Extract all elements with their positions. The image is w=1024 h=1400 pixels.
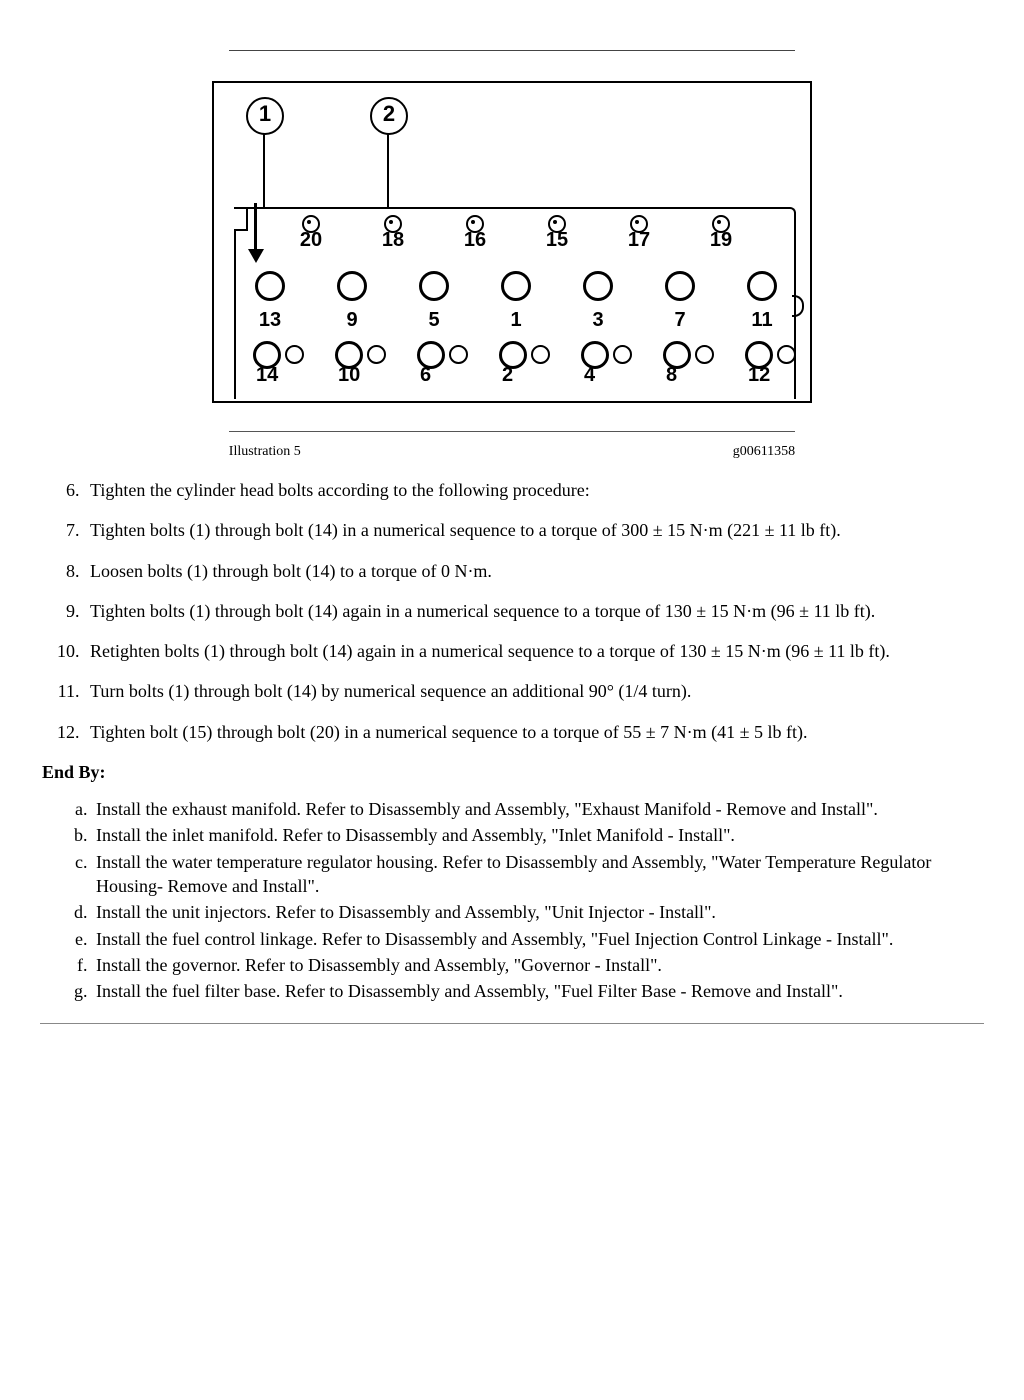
- mid-bolt-11: 11: [742, 271, 782, 332]
- procedure-steps: Tighten the cylinder head bolts accordin…: [40, 478, 984, 744]
- bolt-label: 14: [256, 367, 306, 383]
- large-bolt-icon: [747, 271, 777, 301]
- callout-circle-2: 2: [370, 97, 408, 135]
- end-by-step: Install the fuel control linkage. Refer …: [92, 927, 984, 951]
- illustration-label: Illustration 5: [229, 444, 301, 460]
- leader-line-2: [387, 133, 389, 207]
- large-bolt-icon: [337, 271, 367, 301]
- illustration-id: g00611358: [733, 444, 795, 460]
- end-by-step: Install the inlet manifold. Refer to Dis…: [92, 823, 984, 847]
- top-divider: [229, 50, 795, 51]
- cylinder-head-outline: 201816151719 139513711 1410624812: [236, 207, 796, 399]
- large-bolt-icon: [665, 271, 695, 301]
- med-bolt-icon: [777, 345, 796, 364]
- top-bolt-20: 20: [291, 215, 331, 249]
- arrow-head-icon: [248, 249, 264, 263]
- bot-bolt-4: 4: [578, 341, 634, 383]
- end-by-step: Install the governor. Refer to Disassemb…: [92, 953, 984, 977]
- mid-bolt-13: 13: [250, 271, 290, 332]
- med-bolt-icon: [367, 345, 386, 364]
- top-bolt-15: 15: [537, 215, 577, 249]
- med-bolt-icon: [285, 345, 304, 364]
- procedure-step: Turn bolts (1) through bolt (14) by nume…: [84, 679, 984, 703]
- procedure-step: Tighten bolts (1) through bolt (14) agai…: [84, 599, 984, 623]
- bot-bolt-10: 10: [332, 341, 388, 383]
- bot-bolt-12: 12: [742, 341, 798, 383]
- med-bolt-icon: [695, 345, 714, 364]
- left-edge: [234, 229, 236, 399]
- bolt-label: 15: [537, 231, 577, 249]
- small-bolt-icon: [466, 215, 484, 233]
- mid-bolt-9: 9: [332, 271, 372, 332]
- bolt-label: 11: [742, 309, 782, 332]
- procedure-step: Tighten bolt (15) through bolt (20) in a…: [84, 720, 984, 744]
- bolt-label: 16: [455, 231, 495, 249]
- small-bolt-icon: [302, 215, 320, 233]
- end-by-steps: Install the exhaust manifold. Refer to D…: [40, 797, 984, 1003]
- bolt-sequence-diagram: 1 2 201816151719 139513711 1410624812: [212, 81, 812, 403]
- end-by-step: Install the exhaust manifold. Refer to D…: [92, 797, 984, 821]
- bolt-label: 9: [332, 309, 372, 332]
- bolt-label: 17: [619, 231, 659, 249]
- small-bolt-icon: [712, 215, 730, 233]
- bolt-label: 4: [584, 367, 634, 383]
- end-by-step: Install the water temperature regulator …: [92, 850, 984, 899]
- med-bolt-icon: [531, 345, 550, 364]
- bolt-label: 8: [666, 367, 716, 383]
- bot-bolt-6: 6: [414, 341, 470, 383]
- end-by-step: Install the fuel filter base. Refer to D…: [92, 979, 984, 1003]
- mid-bolt-5: 5: [414, 271, 454, 332]
- right-lug: [792, 295, 804, 317]
- figure-divider: [229, 431, 795, 432]
- med-bolt-icon: [613, 345, 632, 364]
- callout-circle-1: 1: [246, 97, 284, 135]
- top-bolt-19: 19: [701, 215, 741, 249]
- mid-bolt-7: 7: [660, 271, 700, 332]
- bolt-label: 3: [578, 309, 618, 332]
- bolt-label: 13: [250, 309, 290, 332]
- mid-bolt-1: 1: [496, 271, 536, 332]
- med-bolt-icon: [449, 345, 468, 364]
- bottom-divider: [40, 1023, 984, 1024]
- top-bolt-17: 17: [619, 215, 659, 249]
- procedure-step: Retighten bolts (1) through bolt (14) ag…: [84, 639, 984, 663]
- small-bolt-icon: [630, 215, 648, 233]
- end-by-heading: End By:: [42, 762, 984, 783]
- leader-line-1: [263, 133, 265, 207]
- procedure-step: Tighten the cylinder head bolts accordin…: [84, 478, 984, 502]
- bot-bolt-14: 14: [250, 341, 306, 383]
- bolt-label: 6: [420, 367, 470, 383]
- bot-bolt-8: 8: [660, 341, 716, 383]
- end-by-step: Install the unit injectors. Refer to Dis…: [92, 900, 984, 924]
- bolt-label: 10: [338, 367, 388, 383]
- bolt-label: 12: [748, 367, 798, 383]
- arrow-shaft: [254, 203, 257, 253]
- mid-bolt-3: 3: [578, 271, 618, 332]
- bolt-label: 18: [373, 231, 413, 249]
- bolt-label: 19: [701, 231, 741, 249]
- bolt-label: 1: [496, 309, 536, 332]
- large-bolt-icon: [419, 271, 449, 301]
- procedure-step: Tighten bolts (1) through bolt (14) in a…: [84, 518, 984, 542]
- bolt-label: 7: [660, 309, 700, 332]
- callout-area: 1 2: [228, 97, 796, 207]
- bot-bolt-2: 2: [496, 341, 552, 383]
- procedure-step: Loosen bolts (1) through bolt (14) to a …: [84, 559, 984, 583]
- large-bolt-icon: [583, 271, 613, 301]
- large-bolt-icon: [501, 271, 531, 301]
- top-bolt-18: 18: [373, 215, 413, 249]
- small-bolt-icon: [548, 215, 566, 233]
- bolt-label: 2: [502, 367, 552, 383]
- top-bolt-16: 16: [455, 215, 495, 249]
- figure-caption: Illustration 5 g00611358: [229, 444, 795, 460]
- small-bolt-icon: [384, 215, 402, 233]
- large-bolt-icon: [255, 271, 285, 301]
- bolt-label: 20: [291, 231, 331, 249]
- bolt-label: 5: [414, 309, 454, 332]
- corner-notch: [234, 229, 248, 231]
